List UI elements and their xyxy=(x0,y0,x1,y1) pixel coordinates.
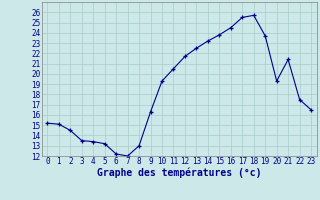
X-axis label: Graphe des températures (°c): Graphe des températures (°c) xyxy=(97,168,261,178)
